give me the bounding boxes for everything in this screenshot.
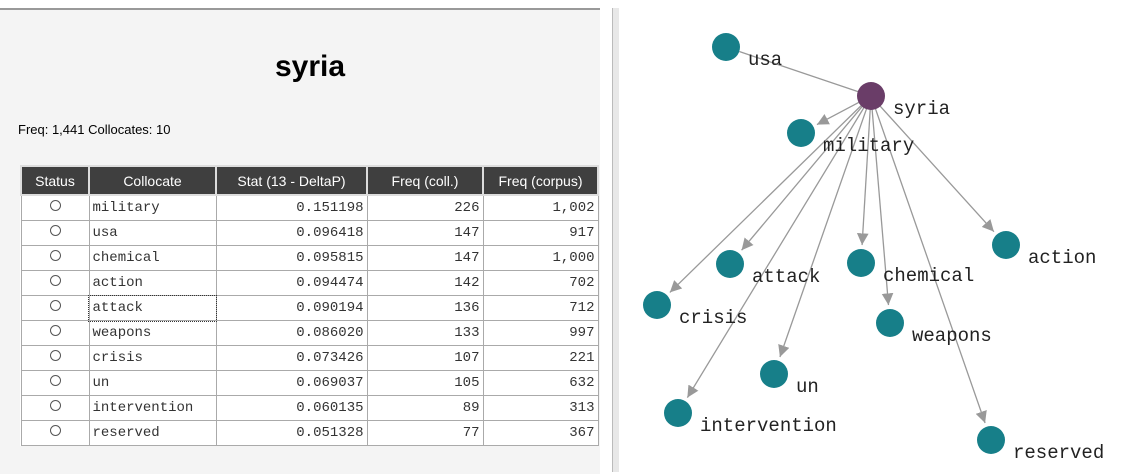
table-row[interactable]: un 0.069037 105 632 — [20, 370, 599, 396]
table-cell: 1,000 — [482, 245, 599, 271]
edge — [878, 104, 995, 233]
node-label: usa — [748, 49, 782, 71]
edge — [871, 107, 894, 306]
table-cell: attack — [88, 294, 217, 322]
edge — [741, 104, 864, 251]
table-cell: reserved — [88, 420, 217, 446]
node-label: syria — [893, 98, 950, 120]
node-label: crisis — [679, 307, 747, 329]
status-cell — [20, 345, 90, 371]
node-label: attack — [752, 266, 820, 288]
status-radio — [49, 325, 61, 336]
collocate-table: Status Collocate Stat (13 - DeltaP) Freq (c… — [20, 165, 599, 446]
table-cell: 0.051328 — [215, 420, 368, 446]
column-header: Freq (coll.) — [366, 165, 484, 196]
graph-node[interactable] — [857, 82, 885, 110]
edge — [686, 105, 866, 398]
node-label: intervention — [700, 415, 837, 437]
status-radio — [49, 225, 61, 236]
table-cell: 1,002 — [482, 194, 599, 221]
table-cell: 632 — [482, 370, 599, 396]
status-cell — [20, 395, 90, 421]
edge — [874, 107, 987, 424]
node-label: action — [1028, 247, 1096, 269]
status-radio — [49, 300, 61, 311]
column-header: Status — [20, 165, 90, 196]
graph-node[interactable] — [712, 33, 740, 61]
table-cell: 917 — [482, 220, 599, 246]
table-cell: 702 — [482, 270, 599, 296]
graph-node[interactable] — [760, 360, 788, 388]
table-row[interactable]: usa 0.096418 147 917 — [20, 220, 599, 246]
table-cell: chemical — [88, 245, 217, 271]
graph-node[interactable] — [977, 426, 1005, 454]
edge — [669, 103, 863, 293]
table-cell: 221 — [482, 345, 599, 371]
status-radio — [49, 250, 61, 261]
status-radio — [49, 425, 61, 436]
table-cell: 133 — [366, 320, 484, 346]
node-label: un — [796, 376, 819, 398]
table-row[interactable]: action 0.094474 142 702 — [20, 270, 599, 296]
table-cell: 107 — [366, 345, 484, 371]
graph-node[interactable] — [664, 399, 692, 427]
table-cell: 0.095815 — [215, 245, 368, 271]
status-radio — [49, 200, 61, 211]
table-cell: weapons — [88, 320, 217, 346]
table-cell: 0.073426 — [215, 345, 368, 371]
table-cell: 0.094474 — [215, 270, 368, 296]
node-label: military — [823, 135, 914, 157]
table-cell: 367 — [482, 420, 599, 446]
graph-node[interactable] — [876, 309, 904, 337]
table-row[interactable]: chemical 0.095815 147 1,000 — [20, 245, 599, 271]
graph-node[interactable] — [992, 231, 1020, 259]
node-label: weapons — [912, 325, 992, 347]
table-cell: 0.060135 — [215, 395, 368, 421]
graph-node[interactable] — [787, 119, 815, 147]
graph-node[interactable] — [643, 291, 671, 319]
table-row[interactable]: attack 0.090194 136 712 — [20, 294, 599, 322]
table-cell: military — [88, 194, 217, 221]
node-label: chemical — [883, 265, 974, 287]
column-header: Freq (corpus) — [482, 165, 599, 196]
freq-info: Freq: 1,441 Collocates: 10 — [18, 122, 171, 137]
status-cell — [20, 420, 90, 446]
table-row[interactable]: crisis 0.073426 107 221 — [20, 345, 599, 371]
graph-node[interactable] — [716, 250, 744, 278]
status-radio — [49, 350, 61, 361]
node-label: reserved — [1013, 442, 1104, 464]
table-cell: 136 — [366, 295, 484, 321]
table-row[interactable]: intervention 0.060135 89 313 — [20, 395, 599, 421]
table-cell: 105 — [366, 370, 484, 396]
edge — [816, 101, 861, 126]
table-cell: 997 — [482, 320, 599, 346]
table-cell: intervention — [88, 395, 217, 421]
status-cell — [20, 194, 90, 221]
edge — [778, 107, 868, 358]
splitter[interactable] — [612, 8, 619, 472]
status-radio — [49, 375, 61, 386]
node-title: syria — [274, 50, 346, 83]
table-cell: 77 — [366, 420, 484, 446]
table-cell: 0.151198 — [215, 194, 368, 221]
table-cell: 0.090194 — [215, 295, 368, 321]
edge — [856, 107, 871, 246]
column-header: Collocate — [88, 165, 217, 196]
column-header: Stat (13 - DeltaP) — [215, 165, 368, 196]
collocate-panel: syria Freq: 1,441 Collocates: 10 Status C… — [0, 8, 600, 474]
graph-node[interactable] — [847, 249, 875, 277]
status-radio — [49, 400, 61, 411]
table-cell: 0.069037 — [215, 370, 368, 396]
table-row[interactable]: reserved 0.051328 77 367 — [20, 420, 599, 446]
status-radio — [49, 275, 61, 286]
